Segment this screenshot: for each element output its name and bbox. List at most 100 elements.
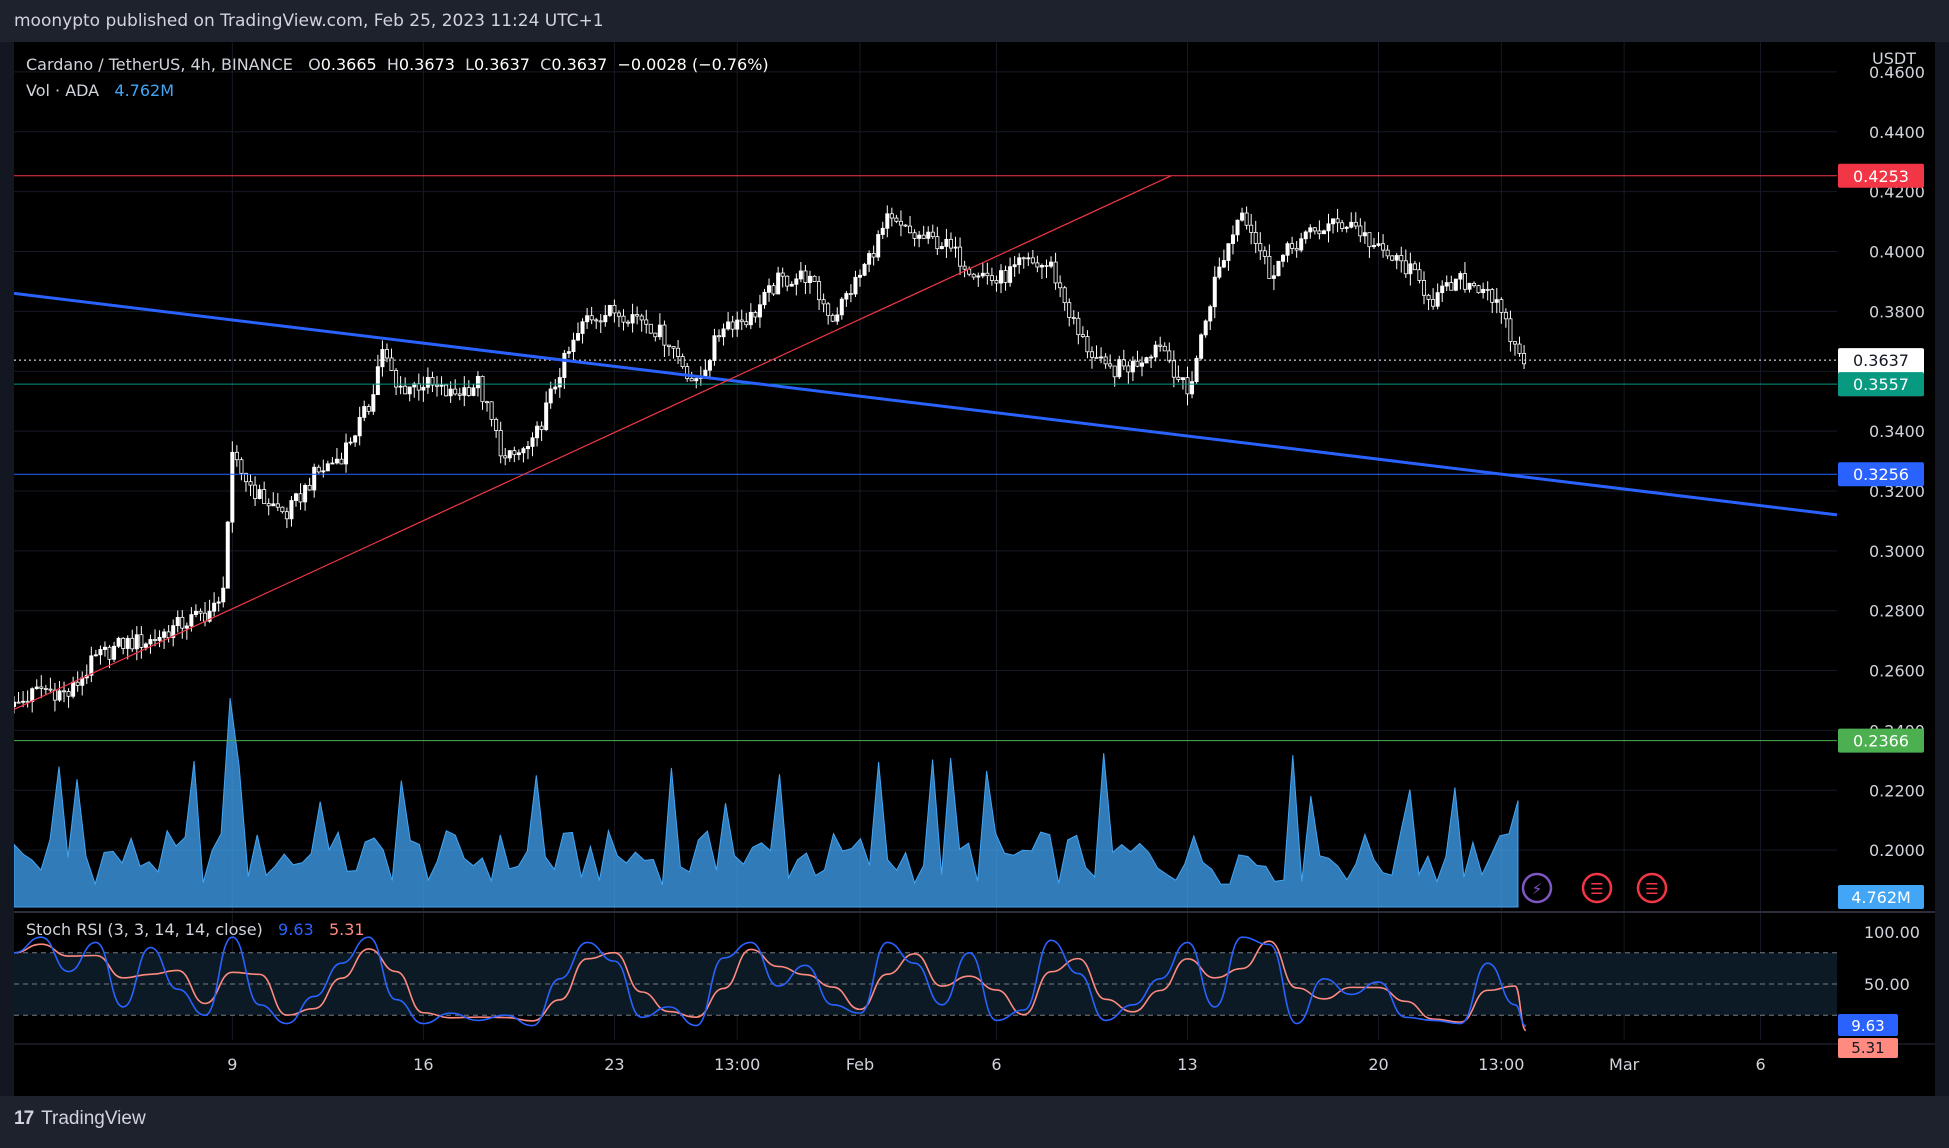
candle-body [180,616,185,629]
candle-body [266,503,271,507]
symbol-title[interactable]: Cardano / TetherUS, 4h, BINANCE [26,55,293,74]
candle-body [1467,282,1472,290]
price-tick: 0.3200 [1869,482,1925,501]
candle-body [1353,221,1358,227]
candle-body [171,625,176,638]
candle-body [239,459,244,474]
candle-body [603,315,608,323]
candle-body [666,344,671,347]
candle-body [685,366,690,379]
candle-body [344,442,349,465]
us-flag-icon[interactable] [1581,872,1613,904]
volume-area [14,697,1519,908]
candle-body [39,686,44,689]
candle-body [1290,243,1295,249]
level-tag-0.3256[interactable] [1838,462,1924,487]
candle-body [703,369,708,377]
candle-body [153,639,158,641]
volume-value: 4.762M [114,81,174,100]
candle-body [503,455,508,459]
candle-body [948,238,953,249]
us-flag-icon-glyph: ☰ [1645,880,1658,898]
price-tick: 0.2600 [1869,662,1925,681]
candle-body [430,377,435,386]
volume-label[interactable]: Vol · ADA [26,81,100,100]
candle-body [717,335,722,338]
candle-body [862,263,867,276]
candle-body [1385,249,1390,257]
candle-body [612,304,617,314]
candle-body [553,386,558,390]
tradingview-logo[interactable]: 17 TradingView [14,1108,146,1130]
candle-body [1067,302,1072,318]
candle-body [1012,264,1017,268]
candle-body [102,646,107,650]
candle-body [1435,292,1440,307]
candle-body [1308,227,1313,233]
lightning-icon[interactable] [1521,872,1553,904]
candle-body [1230,234,1235,245]
candle-body [694,378,699,382]
candle-body [1240,212,1245,221]
candle-body [1167,350,1172,362]
candle-body [48,688,53,691]
stoch-title[interactable]: Stoch RSI (3, 3, 14, 14, close) [26,920,263,939]
candle-body [848,293,853,295]
price-tick: 0.2800 [1869,602,1925,621]
candle-body [1299,238,1304,251]
candle-body [357,416,362,437]
candle-body [216,601,221,604]
red-trendline[interactable] [14,175,1172,711]
candle-body [439,384,444,387]
candle-body [680,356,685,368]
candle-body [166,631,171,638]
candle-body [134,634,139,650]
candle-body [876,234,881,258]
candle-body [917,234,922,239]
candle-body [1417,269,1422,281]
level-tag-text: 0.3557 [1853,375,1909,394]
candle-body [798,270,803,280]
blue-trendline[interactable] [14,291,1838,517]
candle-body [830,314,835,322]
low-value: 0.3637 [473,55,530,74]
us-flag-icon[interactable] [1636,872,1668,904]
candle-body [1126,365,1131,373]
candle-body [125,637,130,649]
candle-body [544,402,549,430]
candle-body [958,246,963,267]
candle-body [639,315,644,321]
candle-body [307,484,312,491]
candle-body [926,231,931,239]
candle-body [562,352,567,378]
candle-body [1481,288,1486,294]
candle-body [739,319,744,323]
candle-body [71,681,76,697]
candle-body [1522,353,1527,365]
candle-body [898,220,903,226]
chart-canvas[interactable]: USDT0.46000.44000.42000.40000.38000.3600… [14,42,1935,1096]
candle-body [1281,254,1286,262]
candle-body [444,384,449,397]
stoch-k-line [14,936,1527,1027]
chart-area[interactable]: USDT0.46000.44000.42000.40000.38000.3600… [14,42,1935,1096]
candle-body [921,234,926,239]
candle-body [1390,255,1395,261]
candle-body [785,275,790,287]
candle-body [143,643,148,648]
candle-body [607,304,612,316]
lightning-icon-glyph: ⚡ [1532,880,1543,898]
candle-body [275,503,280,508]
candle-body [230,451,235,523]
candle-body [1394,255,1399,261]
stoch-tick: 50.00 [1864,975,1910,994]
level-tag-0.3557[interactable] [1838,372,1924,397]
candle-body [1258,243,1263,252]
candle-body [1285,243,1290,256]
candle-body [462,387,467,396]
candle-body [494,419,499,431]
level-tag-0.2366[interactable] [1838,728,1924,753]
level-tag-0.4253[interactable] [1838,163,1924,188]
candle-body [257,489,262,499]
candle-body [1276,260,1281,277]
